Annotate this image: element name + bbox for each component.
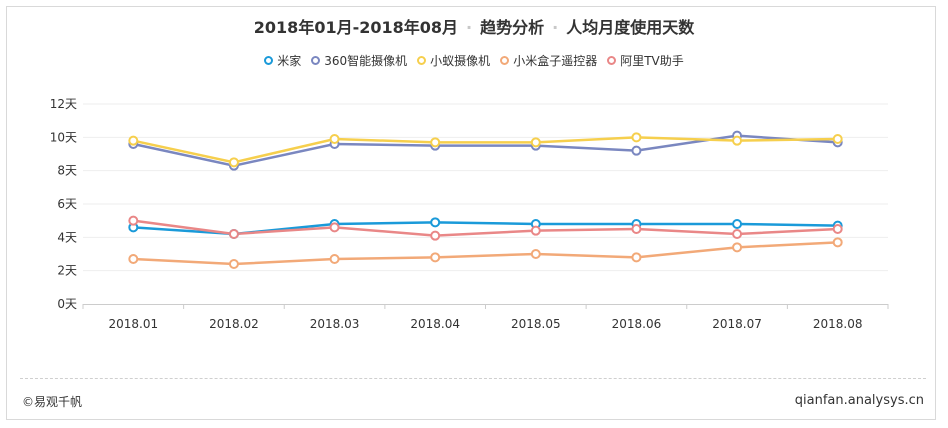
legend-marker-icon (607, 56, 617, 65)
data-point (430, 137, 441, 148)
data-point (832, 237, 843, 248)
legend-label: 小米盒子遥控器 (513, 54, 598, 68)
title-analysis: 趋势分析 (480, 18, 545, 37)
data-point (732, 242, 743, 253)
legend-marker-icon (500, 56, 510, 65)
legend-marker-icon (311, 56, 321, 65)
data-point (732, 219, 743, 229)
source-url: qianfan.analysys.cn (794, 393, 924, 408)
data-point (631, 224, 642, 234)
data-point (530, 249, 541, 259)
legend-item[interactable]: 小蚁摄像机 (417, 52, 490, 69)
data-point (228, 229, 239, 239)
data-point (329, 254, 340, 264)
legend-marker-icon (417, 56, 427, 65)
series-line (133, 134, 838, 167)
data-point (530, 225, 541, 236)
title-separator: · (552, 18, 559, 37)
data-point (732, 135, 743, 146)
title-separator: · (466, 18, 473, 37)
data-point (128, 135, 139, 146)
legend-label: 小蚁摄像机 (430, 54, 491, 68)
x-tick-label: 2018.01 (109, 317, 159, 331)
y-tick-label: 10天 (50, 130, 77, 144)
x-tick-label: 2018.07 (712, 317, 762, 331)
legend-item[interactable]: 360智能摄像机 (311, 52, 407, 69)
data-point (228, 157, 239, 168)
data-point (631, 132, 642, 143)
y-tick-label: 2天 (57, 264, 77, 278)
data-point (228, 259, 239, 269)
data-point (732, 229, 743, 239)
data-point (631, 252, 642, 263)
legend-item[interactable]: 米家 (264, 52, 301, 69)
title-date-range: 2018年01月-2018年08月 (253, 18, 459, 37)
legend-marker-icon (264, 56, 274, 65)
title-metric: 人均月度使用天数 (566, 18, 695, 37)
y-tick-label: 6天 (57, 197, 77, 211)
x-tick-label: 2018.03 (310, 317, 360, 331)
y-tick-label: 8天 (57, 164, 77, 178)
x-tick-label: 2018.04 (410, 317, 460, 331)
series-line (133, 136, 838, 164)
x-tick-label: 2018.08 (813, 317, 863, 331)
y-tick-label: 12天 (50, 97, 77, 111)
data-point (530, 137, 541, 148)
legend-item[interactable]: 阿里TV助手 (607, 52, 684, 69)
legend-label: 米家 (277, 54, 302, 68)
copyright-text: ©易观千帆 (22, 395, 83, 409)
legend-item[interactable]: 小米盒子遥控器 (500, 52, 597, 69)
chart-title: 2018年01月-2018年08月 · 趋势分析 · 人均月度使用天数 (0, 14, 948, 38)
x-tick-label: 2018.02 (209, 317, 259, 331)
data-point (329, 134, 340, 144)
data-point (128, 215, 139, 226)
y-tick-label: 0天 (57, 297, 77, 311)
data-point (430, 217, 441, 228)
series-line (133, 219, 838, 237)
footer-divider (20, 378, 926, 379)
y-tick-label: 4天 (57, 230, 77, 244)
data-point (631, 145, 642, 156)
chart-legend: 米家 360智能摄像机 小蚁摄像机 小米盒子遥控器 阿里TV助手 (0, 52, 948, 69)
data-point (329, 222, 340, 233)
chart-frame (6, 6, 936, 420)
data-point (832, 134, 843, 144)
data-point (430, 252, 441, 263)
x-tick-label: 2018.05 (511, 317, 561, 331)
series-line (133, 241, 838, 266)
legend-label: 阿里TV助手 (620, 54, 684, 68)
data-point (430, 230, 441, 241)
data-point (128, 254, 139, 264)
data-point (832, 224, 843, 234)
x-tick-label: 2018.06 (612, 317, 662, 331)
legend-label: 360智能摄像机 (324, 54, 408, 68)
